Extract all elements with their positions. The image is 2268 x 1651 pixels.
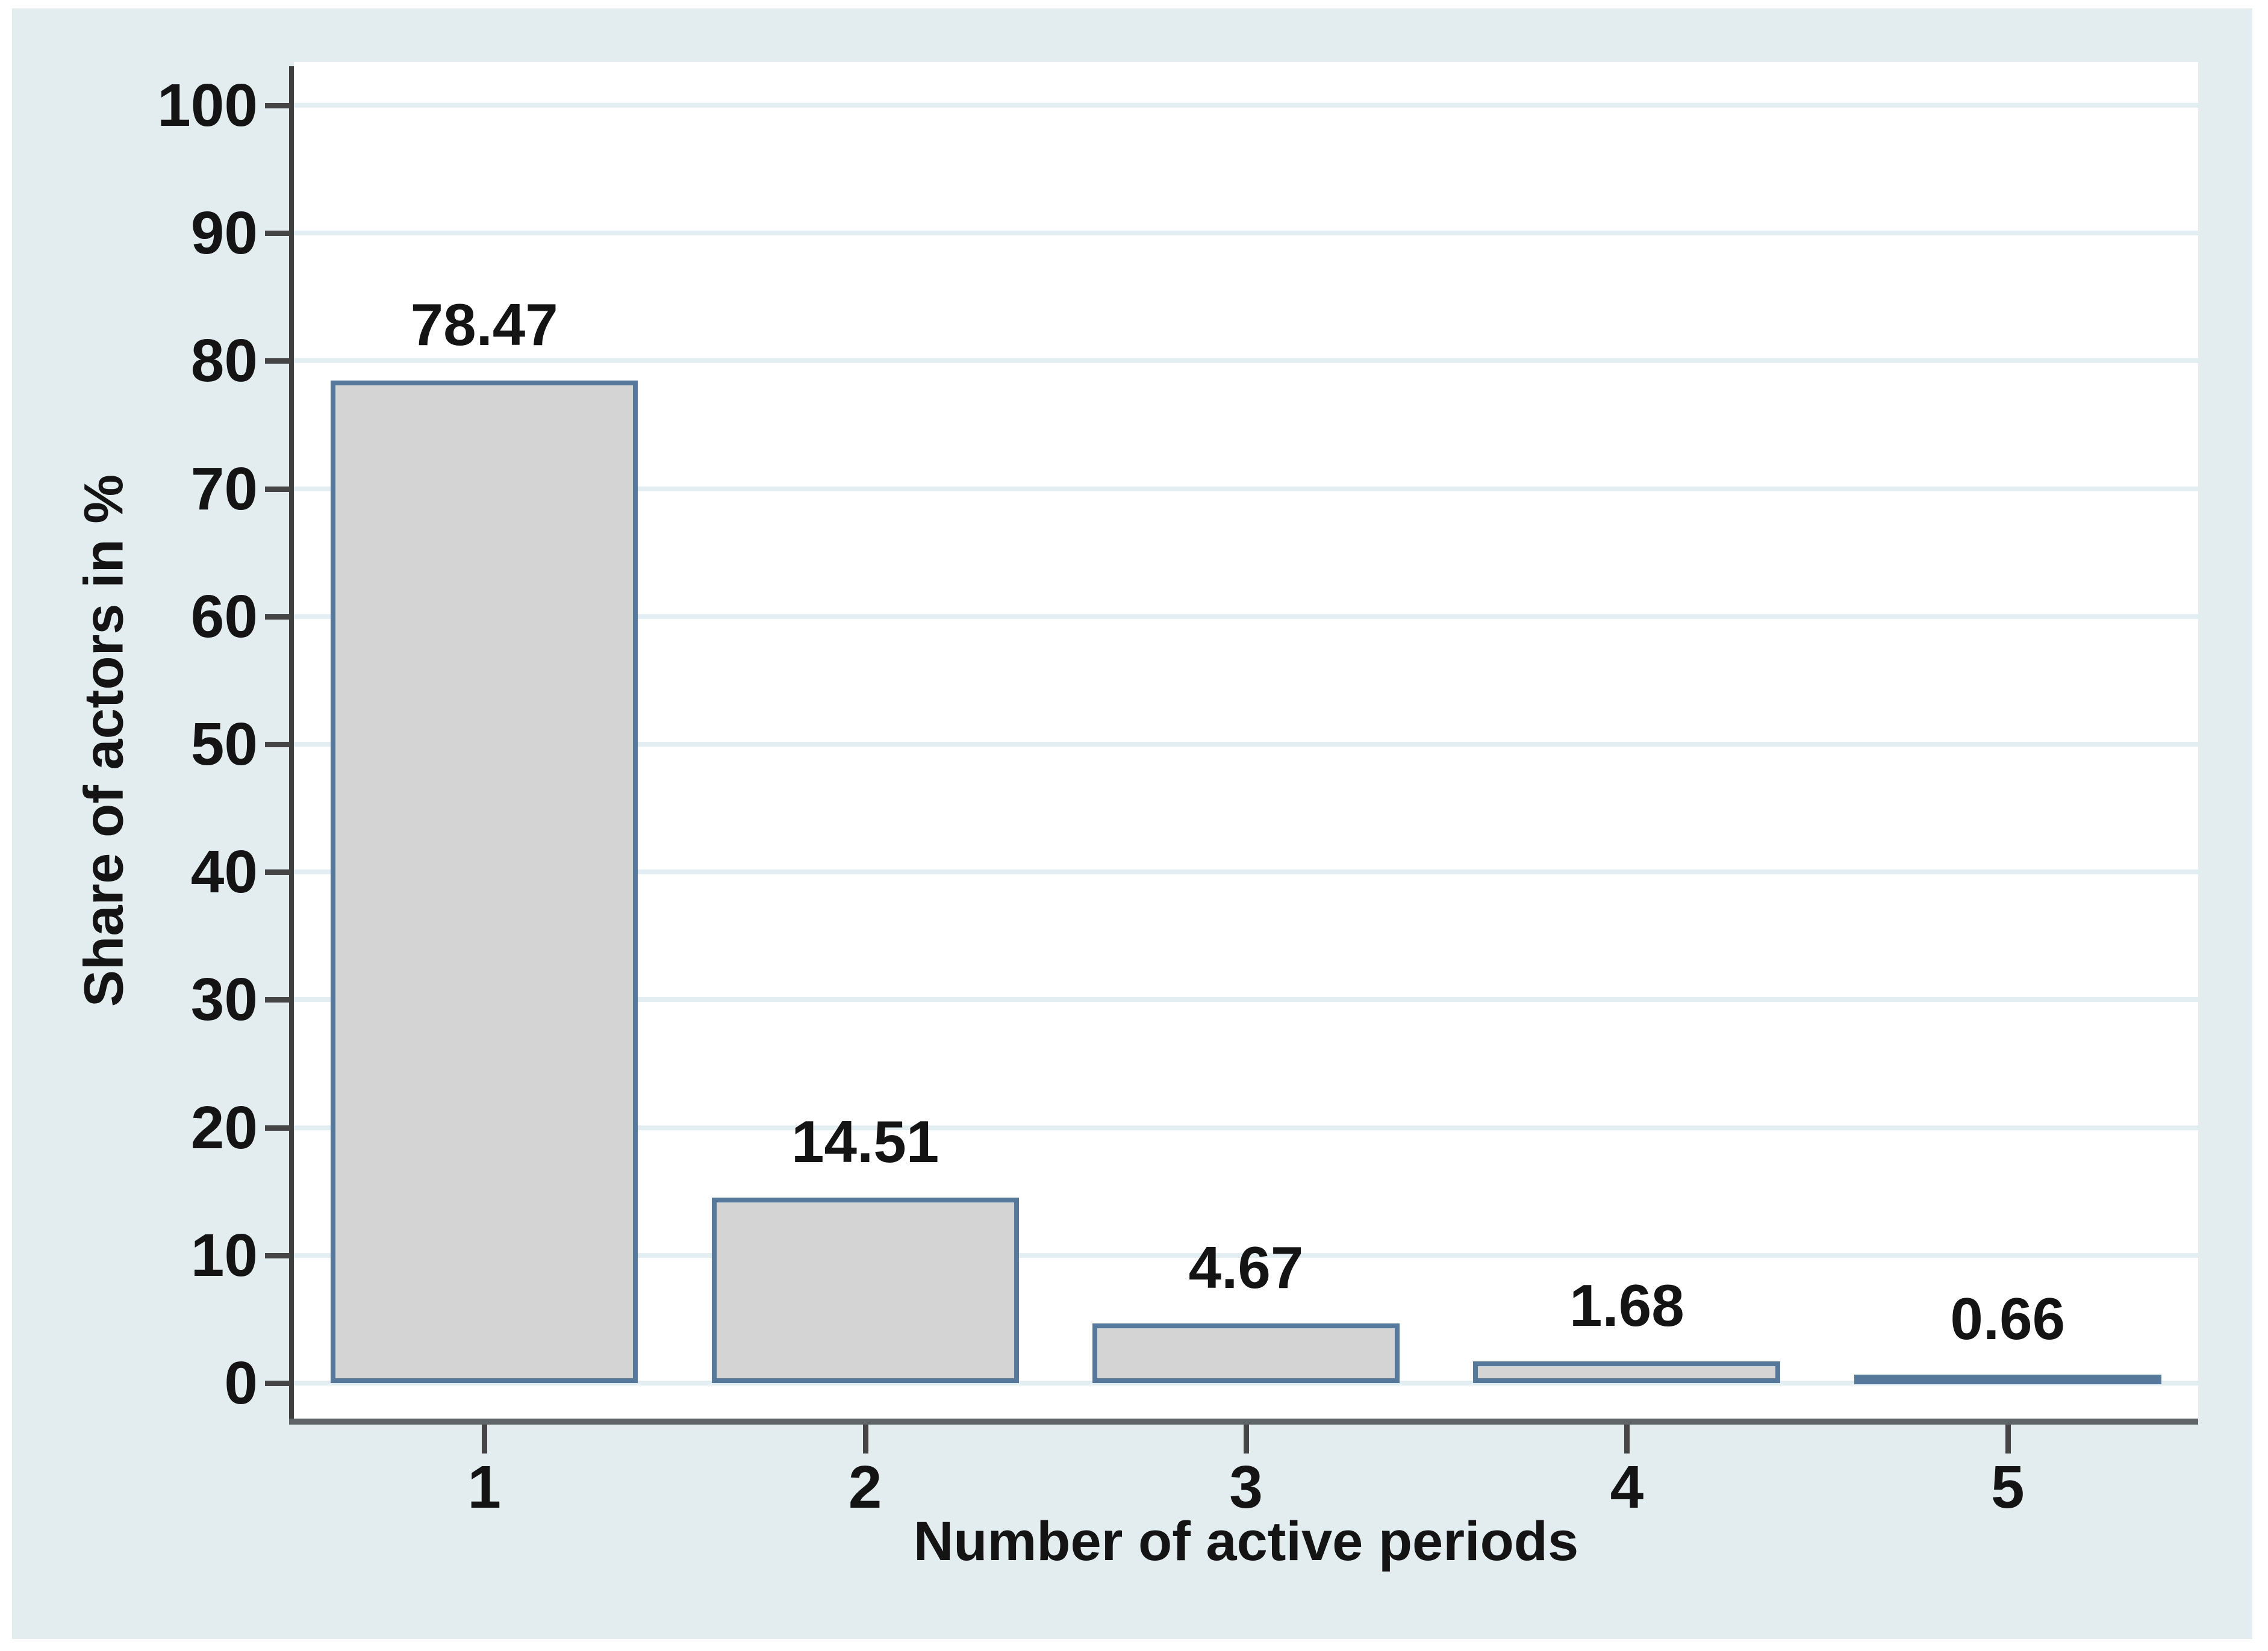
bar-value-label: 78.47: [410, 291, 558, 358]
x-category-label: 5: [1990, 1454, 2025, 1521]
gridline-y-90: [294, 231, 2198, 236]
y-axis-title: Share of actors in %: [73, 474, 135, 1007]
x-tick-5: [2005, 1425, 2011, 1454]
bar-value-label: 1.68: [1569, 1272, 1684, 1339]
y-tick-label: 0: [224, 1349, 258, 1417]
y-tick-90: [265, 231, 290, 237]
bar-category-5: [1854, 1375, 2161, 1384]
y-tick-0: [265, 1381, 290, 1386]
y-tick-label: 80: [190, 327, 258, 395]
gridline-y-70: [294, 486, 2198, 491]
y-tick-label: 70: [190, 455, 258, 523]
chart-background: 0 10 20 30 40 50 60 70 80 90 100 1 2 3 4 5 78.47 14.51 4…: [12, 8, 2252, 1639]
gridline-y-50: [294, 742, 2198, 747]
y-tick-label: 40: [190, 838, 258, 906]
y-tick-50: [265, 742, 290, 747]
x-category-label: 4: [1610, 1454, 1644, 1521]
y-tick-60: [265, 614, 290, 620]
x-tick-3: [1244, 1425, 1249, 1454]
bar-value-label: 14.51: [791, 1108, 939, 1175]
x-axis-line: [289, 1419, 2198, 1425]
y-tick-30: [265, 997, 290, 1003]
x-tick-1: [482, 1425, 488, 1454]
x-tick-4: [1624, 1425, 1630, 1454]
y-axis-line: [289, 66, 294, 1425]
y-tick-80: [265, 358, 290, 364]
bar-category-1: [331, 381, 638, 1383]
y-tick-label: 50: [190, 710, 258, 778]
x-category-label: 2: [848, 1454, 882, 1521]
x-category-label: 1: [467, 1454, 501, 1521]
gridline-y-40: [294, 869, 2198, 875]
bar-category-4: [1473, 1361, 1781, 1383]
y-tick-label: 60: [190, 582, 258, 650]
x-category-label: 3: [1229, 1454, 1263, 1521]
plot-area: [294, 62, 2198, 1419]
bar-value-label: 0.66: [1950, 1286, 2066, 1352]
x-axis-title: Number of active periods: [913, 1511, 1579, 1572]
y-tick-label: 100: [157, 72, 258, 139]
gridline-y-60: [294, 614, 2198, 619]
gridline-y-100: [294, 103, 2198, 108]
x-tick-2: [862, 1425, 868, 1454]
bar-value-label: 4.67: [1188, 1234, 1304, 1301]
bar-category-3: [1092, 1323, 1400, 1383]
y-tick-70: [265, 486, 290, 492]
y-tick-100: [265, 103, 290, 108]
y-tick-label: 90: [190, 199, 258, 267]
gridline-y-0: [294, 1381, 2198, 1385]
gridline-y-20: [294, 1125, 2198, 1130]
y-tick-label: 20: [190, 1093, 258, 1161]
gridline-y-80: [294, 358, 2198, 364]
y-tick-10: [265, 1252, 290, 1258]
y-tick-40: [265, 869, 290, 875]
y-tick-label: 10: [190, 1221, 258, 1289]
y-tick-label: 30: [190, 966, 258, 1034]
gridline-y-10: [294, 1252, 2198, 1258]
gridline-y-30: [294, 997, 2198, 1003]
y-tick-20: [265, 1125, 290, 1131]
bar-category-2: [711, 1198, 1019, 1383]
